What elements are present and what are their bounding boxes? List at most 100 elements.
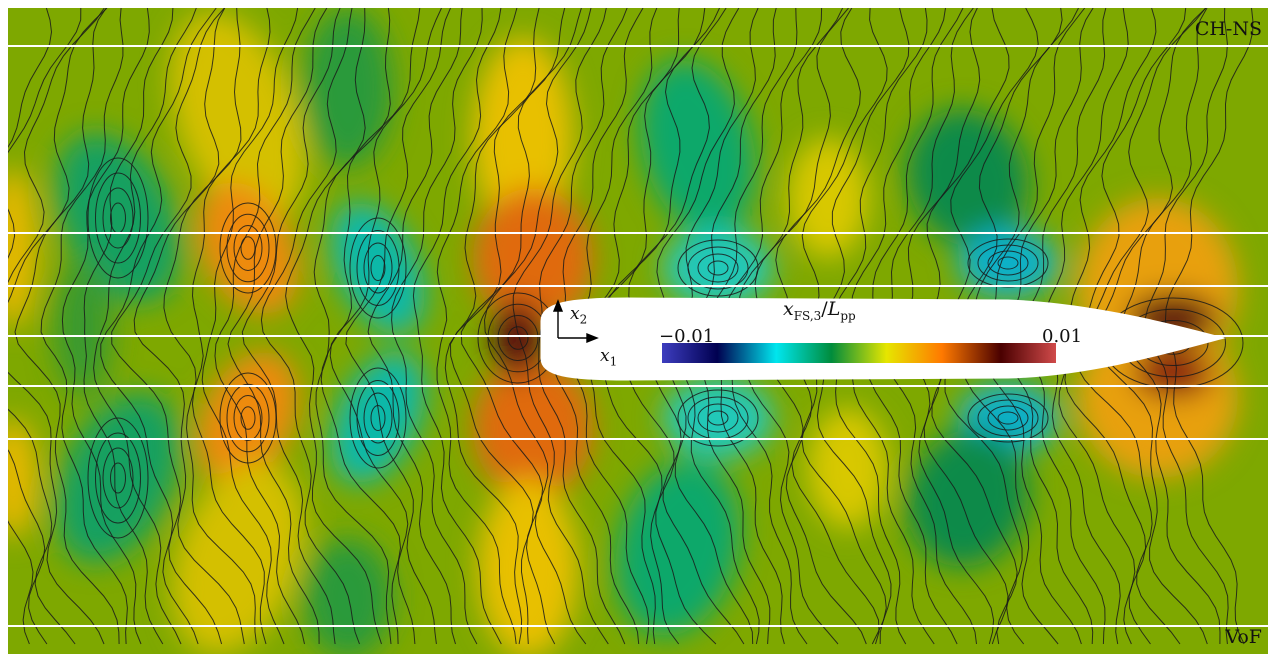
contour-ring [677,389,759,447]
contour-ring [226,213,270,283]
contour-ring [363,242,393,294]
contour-line [40,8,128,645]
contour-line [8,8,108,645]
contour-ring [997,256,1019,270]
contour-ring [102,187,134,249]
contour-ring [226,383,270,453]
contour-ring [240,236,256,260]
contour-line [111,8,225,645]
contour-ring [95,172,141,264]
contour-ring [707,410,729,426]
contour-line [483,8,592,645]
contour-line [260,8,360,645]
contour-ring [349,217,407,319]
contour-ring [507,326,529,350]
contour-ring [219,372,277,464]
contour-ring [233,395,263,441]
wave-crest [197,181,299,315]
contour-line [8,8,53,645]
contour-ring [110,462,126,494]
contour-line [93,8,197,645]
contour-ring [363,392,393,444]
wave-trough [639,59,757,237]
contour-ring [697,253,739,283]
colorbar-title-div: / [821,298,828,320]
contour-ring [977,244,1039,282]
colorbar-title-L: L [827,298,841,320]
contour-line [444,8,540,645]
contour-line [241,8,341,645]
contour-line [133,8,245,645]
contour-line [214,8,316,645]
wave-trough [331,202,425,334]
contour-ring [233,225,263,271]
contour-ring [102,447,134,509]
wave-crest [473,358,593,498]
wave-crest [8,418,38,538]
colorbar-title-sub: FS,3 [793,308,822,323]
contour-ring [687,246,749,290]
contour-ring [370,405,386,431]
contour-ring [697,403,739,433]
panel-label-bottom: VoF [1225,626,1262,648]
contour-line [227,8,328,645]
contour-ring [219,202,277,294]
colorbar-min-label: −0.01 [659,326,715,347]
x2-sub: 2 [579,312,588,327]
contour-ring [987,250,1029,276]
contour-line [391,8,483,645]
wave-crest [8,168,38,328]
contour-ring [356,230,400,306]
x2-var: x [570,304,580,324]
contour-ring [677,239,759,297]
contour-line [412,8,502,645]
colorbar-title-L-sub: pp [840,308,856,323]
contour-line [285,8,382,645]
contour-ring [987,405,1029,431]
contour-line [329,8,442,645]
contour-line [460,8,582,645]
wave-crest [473,188,593,328]
contour-ring [87,417,149,539]
contour-line [313,8,392,645]
contour-ring [977,399,1039,437]
wave-trough [906,109,1030,247]
contour-ring [95,432,141,524]
wave-crest [478,478,578,654]
wave-trough [615,459,741,637]
contour-line [14,8,120,645]
colorbar [662,343,1056,363]
contour-ring [87,157,149,279]
contour-line [345,8,451,645]
contour-ring [997,411,1019,425]
wave-elevation-contour-plot: CH-NS VoF xFS,3/Lpp −0.01 0.01 x1 x2 [8,8,1268,654]
contour-line [61,8,150,645]
wave-trough [303,8,393,168]
colorbar-title: xFS,3/Lpp [783,298,856,323]
contour-line [191,8,271,645]
x1-var: x [600,346,610,366]
coordinate-axes [552,299,599,344]
contour-line [8,8,105,645]
colorbar-title-var: x [783,298,794,320]
contour-ring [370,255,386,281]
x2-axis-label: x2 [570,304,587,326]
reference-lines [8,45,1268,627]
panel-label-top: CH-NS [1194,18,1262,40]
x1-sub: 1 [609,354,618,369]
contour-ring [967,393,1049,443]
wave-crest [197,351,299,485]
contour-ring [497,315,539,361]
wave-crest [808,408,888,528]
contour-ring [240,406,256,430]
wave-crest [170,12,306,224]
contour-ring [707,260,729,276]
contour-line [436,8,518,645]
contour-line [8,8,82,645]
wave-trough [55,393,181,563]
wave-crest [788,138,868,258]
x2-arrowhead [552,299,564,312]
contour-ring [349,367,407,469]
contour-line [201,8,299,645]
contour-line [83,8,174,645]
